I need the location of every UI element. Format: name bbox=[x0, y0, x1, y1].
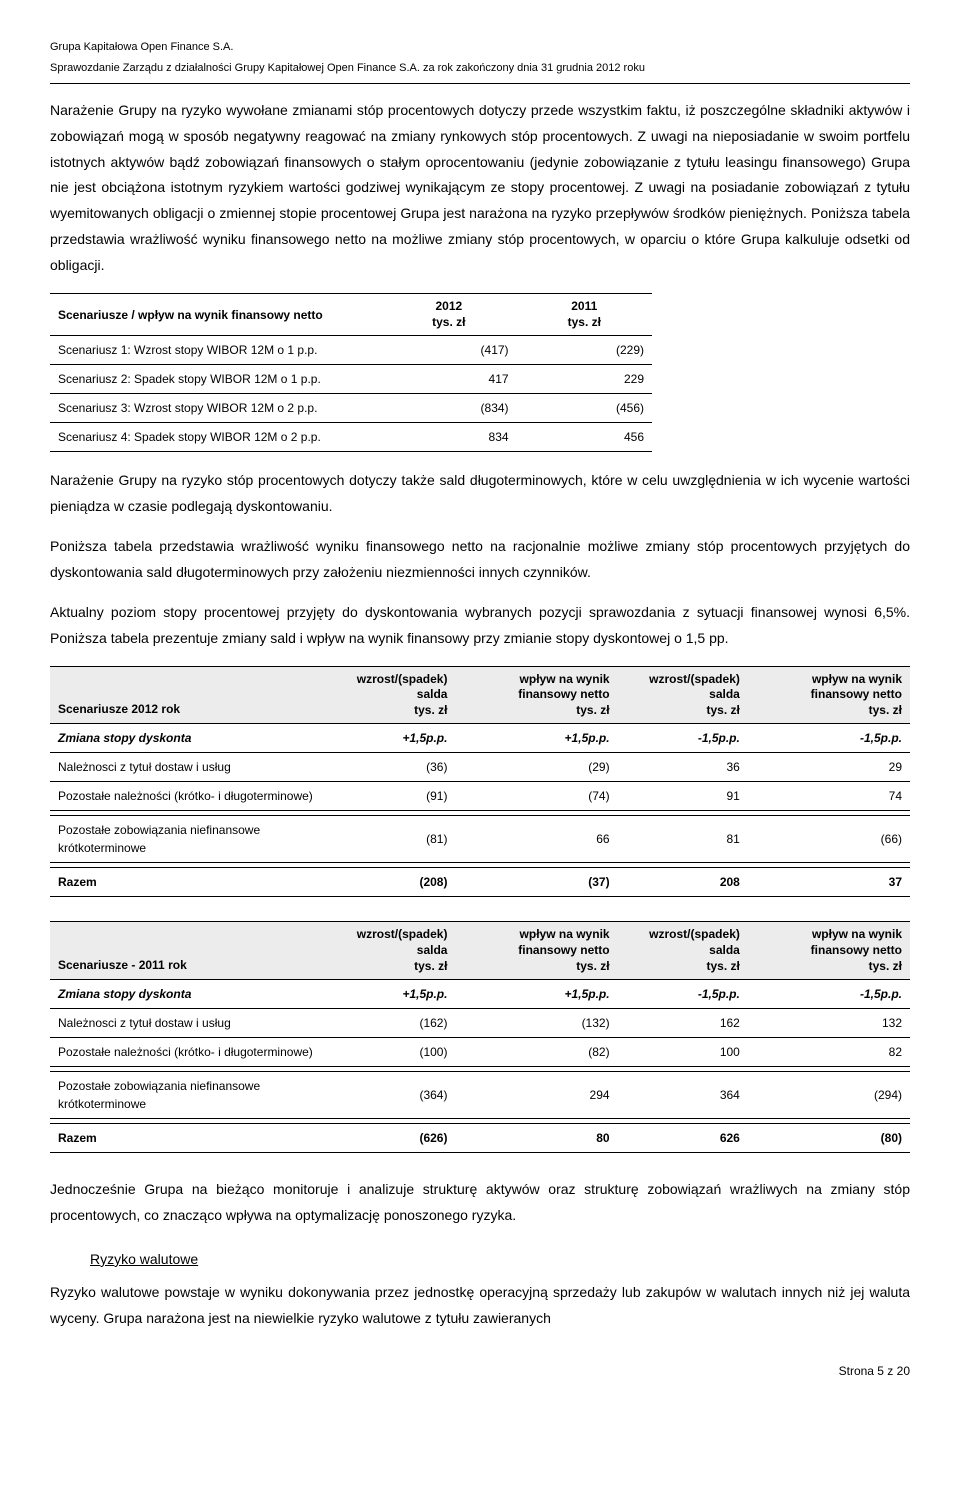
t3-col1: wzrost/(spadek) saldatys. zł bbox=[325, 922, 455, 980]
table-row: Należnosci z tytuł dostaw i usług(162)(1… bbox=[50, 1009, 910, 1038]
t1-head-label: Scenariusze / wpływ na wynik finansowy n… bbox=[50, 294, 381, 336]
table-discount-2011: Scenariusze - 2011 rok wzrost/(spadek) s… bbox=[50, 921, 910, 1153]
paragraph-2: Narażenie Grupy na ryzyko stóp procentow… bbox=[50, 468, 910, 520]
table-row: Scenariusz 2: Spadek stopy WIBOR 12M o 1… bbox=[50, 365, 652, 394]
paragraph-1: Narażenie Grupy na ryzyko wywołane zmian… bbox=[50, 98, 910, 279]
t1-head-2011: 2011tys. zł bbox=[517, 294, 652, 336]
paragraph-4: Aktualny poziom stopy procentowej przyję… bbox=[50, 600, 910, 652]
doc-header-line2: Sprawozdanie Zarządu z działalności Grup… bbox=[50, 61, 910, 76]
table-row: Scenariusz 1: Wzrost stopy WIBOR 12M o 1… bbox=[50, 336, 652, 365]
doc-header-line1: Grupa Kapitałowa Open Finance S.A. bbox=[50, 40, 910, 55]
table-row: Pozostałe zobowiązania niefinansowe krót… bbox=[50, 1072, 910, 1119]
t3-zmiana-row: Zmiana stopy dyskonta +1,5p.p. +1,5p.p. … bbox=[50, 980, 910, 1009]
t3-col3: wzrost/(spadek) saldatys. zł bbox=[618, 922, 748, 980]
t2-zmiana-row: Zmiana stopy dyskonta +1,5p.p. +1,5p.p. … bbox=[50, 724, 910, 753]
t3-total-row: Razem(626)80626(80) bbox=[50, 1124, 910, 1153]
table-row: Należnosci z tytuł dostaw i usług(36)(29… bbox=[50, 753, 910, 782]
t2-title: Scenariusze 2012 rok bbox=[50, 666, 325, 724]
table-scenarios-wibor: Scenariusze / wpływ na wynik finansowy n… bbox=[50, 293, 652, 452]
table-row: Pozostałe należności (krótko- i długoter… bbox=[50, 1038, 910, 1067]
t3-col2: wpływ na wynik finansowy nettotys. zł bbox=[455, 922, 617, 980]
paragraph-5: Jednocześnie Grupa na bieżąco monitoruje… bbox=[50, 1177, 910, 1229]
t3-col4: wpływ na wynik finansowy nettotys. zł bbox=[748, 922, 910, 980]
t2-col1: wzrost/(spadek) saldatys. zł bbox=[325, 666, 455, 724]
t2-col3: wzrost/(spadek) saldatys. zł bbox=[618, 666, 748, 724]
table-row: Pozostałe zobowiązania niefinansowe krót… bbox=[50, 816, 910, 863]
t2-total-row: Razem(208)(37)20837 bbox=[50, 868, 910, 897]
table-row: Scenariusz 4: Spadek stopy WIBOR 12M o 2… bbox=[50, 423, 652, 452]
t2-col4: wpływ na wynik finansowy nettotys. zł bbox=[748, 666, 910, 724]
t2-col2: wpływ na wynik finansowy nettotys. zł bbox=[455, 666, 617, 724]
t1-head-2012: 2012tys. zł bbox=[381, 294, 516, 336]
paragraph-3: Poniższa tabela przedstawia wrażliwość w… bbox=[50, 534, 910, 586]
table-row: Pozostałe należności (krótko- i długoter… bbox=[50, 782, 910, 811]
t3-title: Scenariusze - 2011 rok bbox=[50, 922, 325, 980]
table-discount-2012: Scenariusze 2012 rok wzrost/(spadek) sal… bbox=[50, 666, 910, 898]
subheading-ryzyko-walutowe: Ryzyko walutowe bbox=[90, 1249, 910, 1270]
table-row: Scenariusz 3: Wzrost stopy WIBOR 12M o 2… bbox=[50, 394, 652, 423]
paragraph-6: Ryzyko walutowe powstaje w wyniku dokony… bbox=[50, 1280, 910, 1332]
page-footer: Strona 5 z 20 bbox=[50, 1362, 910, 1380]
header-divider bbox=[50, 83, 910, 84]
